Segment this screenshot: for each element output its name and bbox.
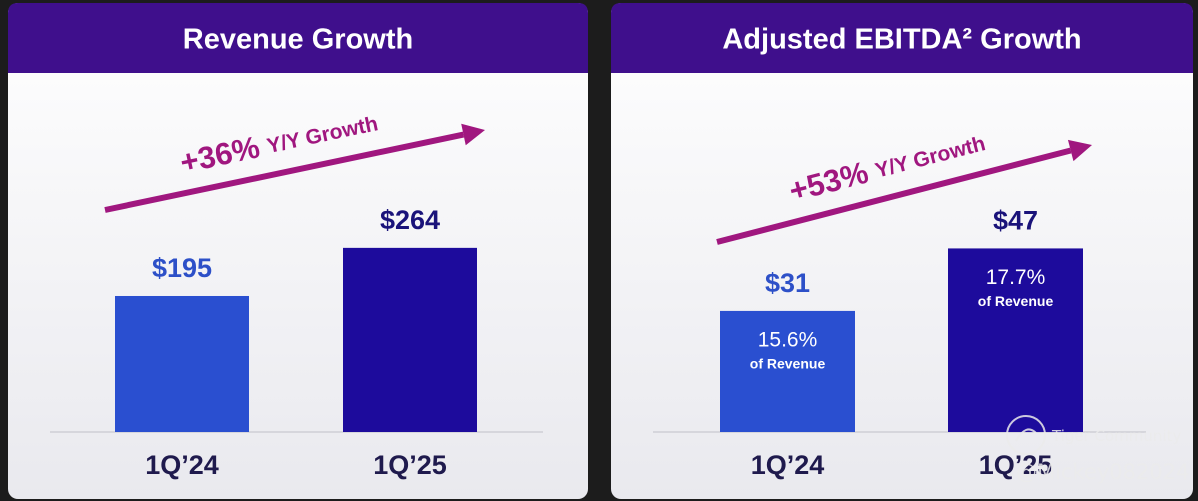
growth-arrow-shaft bbox=[716, 147, 1072, 245]
growth-arrow-head bbox=[461, 123, 485, 146]
watermark-handle: @Mickey082024 bbox=[1016, 460, 1190, 484]
growth-arrow-head bbox=[1067, 139, 1092, 162]
panel-title: Adjusted EBITDA² Growth bbox=[722, 24, 1081, 56]
category-label: 1Q’25 bbox=[979, 450, 1053, 480]
watermark-logo bbox=[1006, 415, 1046, 455]
bar bbox=[720, 310, 855, 432]
category-label: 1Q’24 bbox=[145, 450, 219, 480]
watermark-brand: Tiger Community bbox=[1052, 427, 1182, 445]
value-label: $195 bbox=[152, 253, 212, 283]
margin-caption: of Revenue bbox=[750, 356, 826, 372]
panel-bg bbox=[8, 3, 588, 499]
value-label: $31 bbox=[765, 268, 810, 298]
value-label: $47 bbox=[993, 206, 1038, 236]
growth-annotation: +53%Y/Y Growth bbox=[786, 125, 989, 209]
category-label: 1Q’25 bbox=[373, 450, 447, 480]
bar bbox=[343, 247, 477, 432]
header-bg bbox=[611, 3, 1193, 73]
margin-label: 15.6% bbox=[758, 328, 818, 351]
growth-arrow-shaft bbox=[104, 131, 465, 213]
panel-title: Revenue Growth bbox=[183, 24, 413, 56]
margin-caption: of Revenue bbox=[978, 293, 1054, 309]
panel-bg bbox=[611, 3, 1193, 499]
bar bbox=[115, 295, 249, 432]
category-label: 1Q’24 bbox=[751, 450, 825, 480]
ebitda-panel: Adjusted EBITDA² Growth $31 1Q’24 15.6% of R… bbox=[611, 3, 1193, 499]
margin-label: 17.7% bbox=[986, 266, 1046, 289]
value-label: $264 bbox=[380, 205, 440, 235]
header-bg bbox=[8, 3, 588, 73]
bar bbox=[948, 248, 1083, 432]
